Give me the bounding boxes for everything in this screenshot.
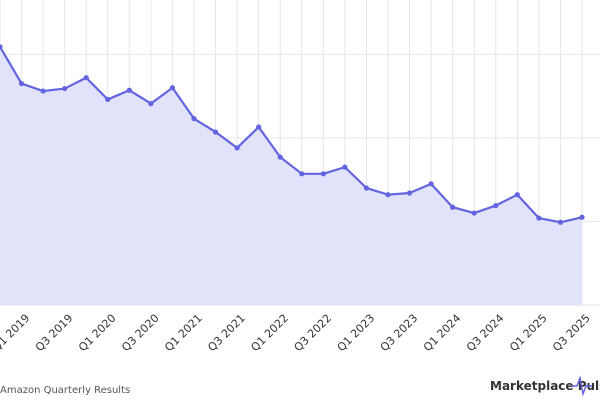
point — [212, 129, 219, 135]
point — [277, 154, 283, 160]
point — [126, 87, 132, 93]
area — [0, 46, 582, 305]
point — [169, 85, 176, 91]
x-tick-label: Q1 2023 — [335, 312, 378, 355]
point — [557, 219, 564, 225]
x-tick-label: Q3 2023 — [378, 312, 421, 355]
x-tick-label: Q3 2025 — [550, 312, 593, 355]
point — [493, 202, 499, 209]
point — [191, 116, 197, 122]
point — [406, 190, 413, 196]
point — [40, 88, 46, 94]
brand: Marketplace Pulse — [490, 379, 600, 393]
point — [514, 192, 520, 198]
x-tick-label: Q1 2022 — [248, 312, 291, 355]
point — [342, 164, 348, 170]
x-tick-label: Q1 2019 — [0, 312, 32, 355]
source: Amazon Quarterly Results — [0, 385, 130, 396]
x-tick-label: Q1 2024 — [421, 312, 464, 355]
line — [0, 46, 583, 224]
point — [363, 185, 370, 191]
point — [320, 171, 326, 177]
point — [83, 75, 89, 81]
point — [579, 214, 585, 220]
x-tick-label: Q3 2020 — [119, 312, 162, 355]
x-tick-label: Q3 2021 — [205, 312, 248, 355]
point — [385, 192, 391, 198]
point — [18, 80, 25, 87]
x-tick-label: Q1 2020 — [76, 312, 119, 355]
point — [148, 101, 154, 107]
point — [62, 85, 68, 92]
point — [450, 204, 456, 210]
point — [0, 44, 3, 50]
point — [471, 210, 477, 216]
x-tick-label: Q3 2024 — [464, 312, 507, 355]
point — [256, 124, 262, 130]
point — [536, 215, 542, 221]
x-tick-label: Q3 2022 — [292, 312, 335, 355]
x-tick-label: Q3 2019 — [33, 312, 76, 355]
brand-icon — [571, 375, 592, 397]
point — [299, 171, 305, 177]
x-tick-label: Q1 2025 — [507, 312, 550, 355]
x-tick-label: Q1 2021 — [162, 312, 205, 355]
point — [105, 96, 111, 103]
point — [428, 181, 434, 187]
plot: Q1 2019 Q3 2019 Q1 2020 Q3 2020 Q1 2021 Q3 20… — [0, 0, 600, 354]
point — [234, 145, 240, 151]
